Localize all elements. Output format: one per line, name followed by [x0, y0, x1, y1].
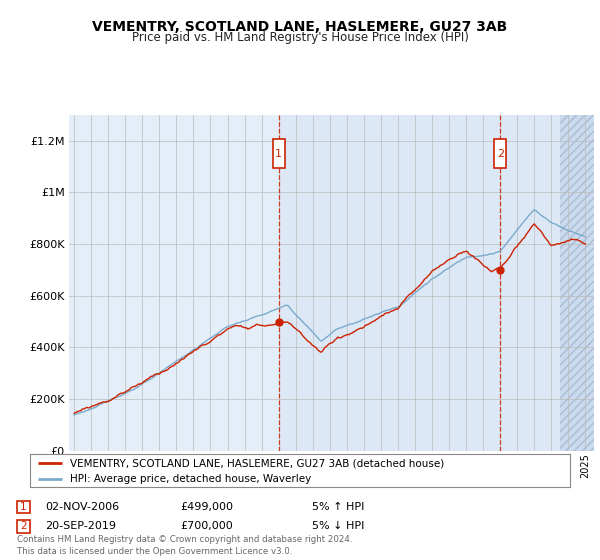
FancyBboxPatch shape: [272, 139, 284, 168]
Text: 5% ↓ HPI: 5% ↓ HPI: [312, 521, 364, 531]
Text: VEMENTRY, SCOTLAND LANE, HASLEMERE, GU27 3AB: VEMENTRY, SCOTLAND LANE, HASLEMERE, GU27…: [92, 20, 508, 34]
Text: 1: 1: [275, 148, 282, 158]
Bar: [65, 115, 278, 451]
Text: Price paid vs. HM Land Registry's House Price Index (HPI): Price paid vs. HM Land Registry's House …: [131, 31, 469, 44]
Text: 2: 2: [20, 521, 27, 531]
Text: £499,000: £499,000: [180, 502, 233, 512]
Text: 2: 2: [497, 148, 504, 158]
Text: 02-NOV-2006: 02-NOV-2006: [45, 502, 119, 512]
Bar: [278, 115, 594, 451]
Text: £700,000: £700,000: [180, 521, 233, 531]
Text: 20-SEP-2019: 20-SEP-2019: [45, 521, 116, 531]
FancyBboxPatch shape: [494, 139, 506, 168]
Text: 1: 1: [20, 502, 27, 512]
Bar: [560, 115, 594, 451]
Text: HPI: Average price, detached house, Waverley: HPI: Average price, detached house, Wave…: [71, 474, 312, 484]
Text: 5% ↑ HPI: 5% ↑ HPI: [312, 502, 364, 512]
Text: VEMENTRY, SCOTLAND LANE, HASLEMERE, GU27 3AB (detached house): VEMENTRY, SCOTLAND LANE, HASLEMERE, GU27…: [71, 458, 445, 468]
Text: Contains HM Land Registry data © Crown copyright and database right 2024.
This d: Contains HM Land Registry data © Crown c…: [17, 535, 352, 556]
